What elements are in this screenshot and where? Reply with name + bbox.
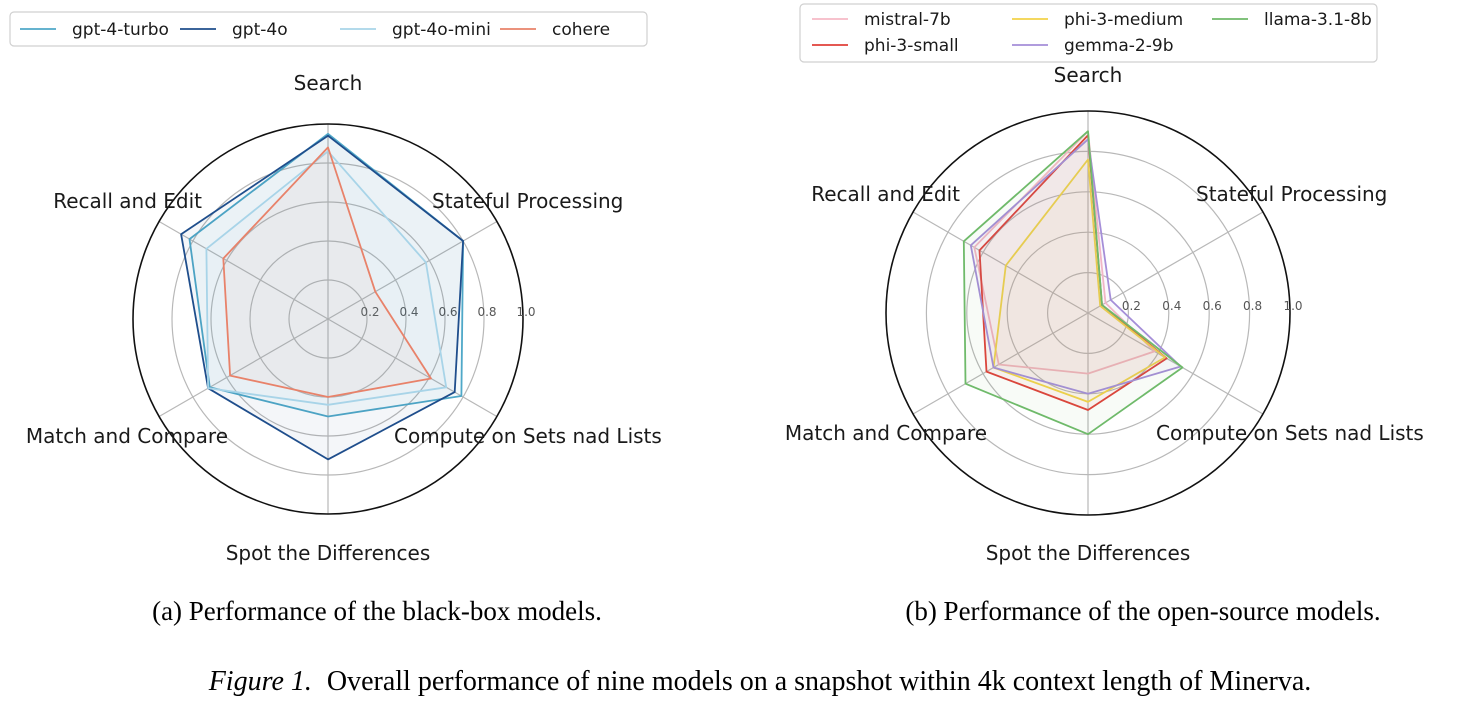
legend-label: gpt-4o — [232, 20, 288, 40]
legend-item-llama-3-1-8b: llama-3.1-8b — [1212, 10, 1372, 30]
axis-label-stateful-processing: Stateful Processing — [432, 189, 623, 213]
legend-item-gemma-2-9b: gemma-2-9b — [1012, 36, 1173, 56]
axis-label-match-and-compare: Match and Compare — [785, 421, 987, 445]
axis-label-search: Search — [1054, 63, 1123, 87]
series-gpt-4o — [180, 134, 465, 461]
radial-tick-label: 0.6 — [1203, 299, 1222, 313]
legend-item-phi-3-small: phi-3-small — [812, 36, 959, 56]
axis-label-match-and-compare: Match and Compare — [26, 424, 228, 448]
radial-tick-label: 0.2 — [360, 305, 379, 319]
axis-label-recall-and-edit: Recall and Edit — [811, 182, 960, 206]
radial-tick-label: 0.8 — [1243, 299, 1262, 313]
grid-spoke — [327, 220, 498, 320]
legend-label: gpt-4-turbo — [72, 20, 169, 40]
series-llama-3-1-8b — [962, 130, 1184, 436]
axis-label-recall-and-edit: Recall and Edit — [53, 189, 202, 213]
subcaption-a: (a) Performance of the black-box models. — [152, 596, 602, 626]
legend-item-mistral-7b: mistral-7b — [812, 10, 951, 30]
series-gemma-2-9b — [969, 138, 1182, 395]
radar-frame — [885, 110, 1291, 516]
series-cohere — [222, 146, 432, 398]
axis-label-stateful-processing: Stateful Processing — [1196, 182, 1387, 206]
legend-item-gpt-4-turbo: gpt-4-turbo — [20, 20, 169, 40]
legend-label: gpt-4o-mini — [392, 20, 491, 40]
legend-label: gemma-2-9b — [1064, 36, 1173, 56]
legend-item-phi-3-medium: phi-3-medium — [1012, 10, 1183, 30]
grid-spoke — [158, 318, 329, 418]
radial-tick-label: 0.4 — [399, 305, 418, 319]
grid-spoke — [912, 211, 1089, 314]
subcaption-b: (b) Performance of the open-source model… — [905, 596, 1380, 626]
axis-label-compute-on-sets-nad-lists: Compute on Sets nad Lists — [1156, 421, 1424, 445]
radial-tick-label: 0.8 — [477, 305, 496, 319]
radial-tick-label: 1.0 — [516, 305, 535, 319]
legend-box — [9, 11, 648, 47]
grid-spoke — [912, 312, 1089, 415]
axis-label-spot-the-differences: Spot the Differences — [226, 541, 431, 565]
radar-chart-open-source: 0.2 0.4 0.6 0.8 1.0 Search Stateful Processing… — [785, 3, 1424, 565]
radial-tick-label: 0.2 — [1122, 299, 1141, 313]
axis-label-spot-the-differences: Spot the Differences — [986, 541, 1191, 565]
legend-item-gpt-4o: gpt-4o — [180, 20, 288, 40]
legend-item-gpt-4o-mini: gpt-4o-mini — [340, 20, 491, 40]
legend-label: phi-3-medium — [1064, 10, 1183, 30]
legend-label: llama-3.1-8b — [1264, 10, 1372, 30]
legend-item-cohere: cohere — [500, 20, 610, 40]
radar-chart-black-box: 0.2 0.4 0.6 0.8 1.0 Search Stateful Processing… — [9, 11, 662, 565]
axis-label-search: Search — [294, 71, 363, 95]
grid-spoke — [1087, 211, 1264, 314]
figure-caption-prefix: Figure 1. — [208, 666, 312, 697]
grid-spoke — [158, 220, 329, 320]
grid-spoke — [327, 318, 498, 418]
legend-label: cohere — [552, 20, 610, 40]
figure-caption: Figure 1. Overall performance of nine mo… — [208, 666, 1312, 697]
figure-caption-text: Overall performance of nine models on a … — [327, 666, 1311, 697]
axis-label-compute-on-sets-nad-lists: Compute on Sets nad Lists — [394, 424, 662, 448]
radial-tick-label: 1.0 — [1283, 299, 1302, 313]
legend: mistral-7b phi-3-small phi-3-medium gemma-2… — [799, 3, 1378, 63]
series-gpt-4o-mini — [205, 150, 448, 406]
legend-label: phi-3-small — [864, 36, 959, 56]
radial-tick-label: 0.4 — [1162, 299, 1181, 313]
series-phi-3-medium — [992, 158, 1166, 403]
grid-spoke — [1087, 312, 1264, 415]
legend: gpt-4-turbo gpt-4o gpt-4o-mini cohere — [9, 11, 648, 47]
legend-label: mistral-7b — [864, 10, 951, 30]
radial-tick-label: 0.6 — [438, 305, 457, 319]
radar-frame — [132, 123, 524, 515]
